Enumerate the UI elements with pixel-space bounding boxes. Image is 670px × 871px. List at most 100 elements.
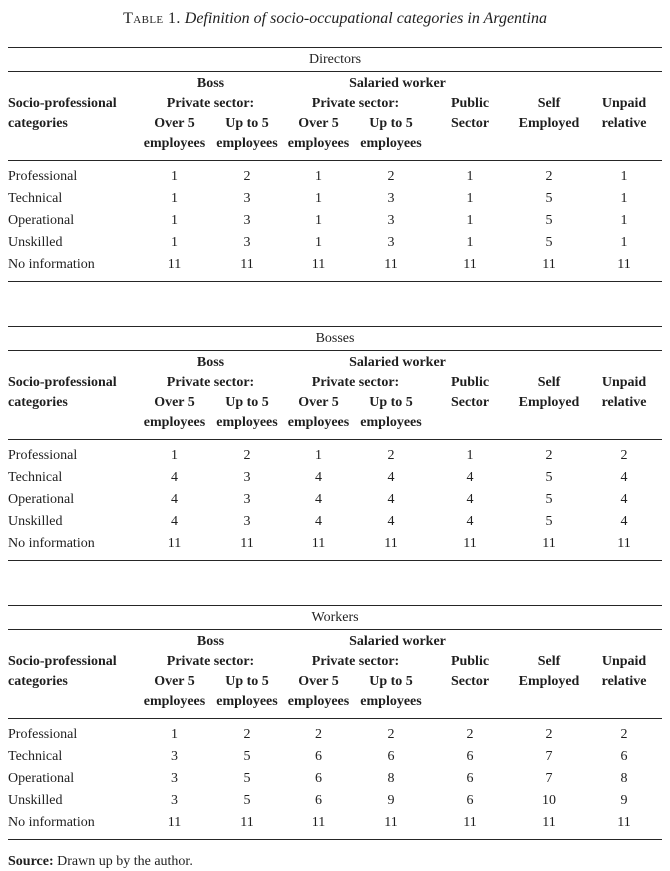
value-cell: 1 — [620, 235, 628, 250]
table-row: Unskilled 1 3 1 3 1 5 1 — [8, 232, 662, 254]
value-cell: 7 — [545, 771, 553, 786]
row-label: Operational — [8, 213, 75, 228]
value-cell: 11 — [463, 815, 477, 830]
value-cell: 11 — [240, 815, 254, 830]
column-header-row-1: Socio-professional Private sector: Priva… — [8, 373, 662, 393]
page-title: Table 1. Definition of socio-occupationa… — [8, 9, 662, 29]
stub-header-line1: Socio-professional — [8, 654, 117, 669]
salaried-over5-header: Over 5 — [298, 674, 339, 689]
table-row: Operational 4 3 4 4 4 5 4 — [8, 489, 662, 511]
value-cell: 5 — [545, 514, 553, 529]
row-label: Unskilled — [8, 793, 63, 808]
column-group-salaried-worker: Salaried worker — [349, 355, 446, 370]
boss-upto5-header: Up to 5 — [225, 116, 269, 131]
value-cell: 7 — [545, 749, 553, 764]
value-cell: 6 — [466, 793, 474, 808]
value-cell: 4 — [171, 470, 178, 485]
unpaid-relative-header-line2: relative — [601, 395, 647, 410]
boss-over5-header: Over 5 — [154, 395, 195, 410]
value-cell: 4 — [315, 492, 322, 507]
value-cell: 5 — [243, 771, 251, 786]
boss-upto5-header: Up to 5 — [225, 395, 269, 410]
self-employed-header-line2: Employed — [518, 395, 580, 410]
value-cell: 6 — [315, 749, 322, 764]
table-row: Professional 1 2 1 2 1 2 1 — [8, 161, 662, 189]
row-label: No information — [8, 815, 95, 830]
column-group-row: Boss Salaried worker — [8, 351, 662, 374]
value-cell: 2 — [545, 169, 553, 184]
row-label: Technical — [8, 749, 63, 764]
column-header-row-1: Socio-professional Private sector: Priva… — [8, 652, 662, 672]
value-cell: 5 — [545, 235, 553, 250]
row-label: Operational — [8, 771, 75, 786]
value-cell: 5 — [243, 793, 251, 808]
section-title: Bosses — [8, 326, 663, 351]
value-cell: 11 — [384, 257, 398, 272]
stub-header-line2: categories — [8, 116, 68, 131]
row-label: Unskilled — [8, 235, 63, 250]
row-label: Professional — [8, 727, 78, 742]
value-cell: 2 — [387, 169, 395, 184]
salaried-over5-header: Over 5 — [298, 116, 339, 131]
column-group-boss: Boss — [196, 76, 225, 91]
value-cell: 6 — [466, 771, 474, 786]
value-cell: 6 — [620, 749, 628, 764]
boss-upto5-header: Up to 5 — [225, 674, 269, 689]
value-cell: 1 — [171, 169, 178, 184]
table-row: Operational 1 3 1 3 1 5 1 — [8, 210, 662, 232]
employees-label: employees — [354, 413, 428, 440]
value-cell: 4 — [387, 470, 395, 485]
table-title-text: Definition of socio-occupational categor… — [184, 10, 547, 27]
value-cell: 11 — [617, 815, 631, 830]
value-cell: 1 — [466, 235, 474, 250]
value-cell: 1 — [466, 169, 474, 184]
salaried-private-sector-header: Private sector: — [311, 96, 400, 111]
employees-label: employees — [283, 134, 354, 161]
section-header-row: Directors — [8, 47, 663, 72]
value-cell: 9 — [387, 793, 395, 808]
employees-label: employees — [283, 413, 354, 440]
column-header-row-2: categories Over 5 Up to 5 Over 5 Up to 5… — [8, 672, 662, 692]
boss-over5-header: Over 5 — [154, 116, 195, 131]
source-note: Source: Drawn up by the author. — [8, 853, 662, 871]
employees-label: employees — [211, 692, 283, 719]
public-sector-header-line2: Sector — [450, 395, 490, 410]
table-row: Technical 4 3 4 4 4 5 4 — [8, 467, 662, 489]
section-title: Workers — [8, 605, 663, 630]
value-cell: 4 — [387, 492, 395, 507]
value-cell: 2 — [387, 727, 395, 742]
employees-label: employees — [138, 692, 211, 719]
value-cell: 11 — [617, 257, 631, 272]
value-cell: 4 — [466, 470, 474, 485]
value-cell: 3 — [171, 749, 178, 764]
table-row: Professional 1 2 2 2 2 2 2 — [8, 719, 662, 747]
section-title: Directors — [8, 47, 663, 72]
value-cell: 5 — [545, 470, 553, 485]
value-cell: 2 — [545, 727, 553, 742]
value-cell: 1 — [466, 448, 474, 463]
value-cell: 8 — [620, 771, 628, 786]
value-cell: 1 — [315, 448, 322, 463]
value-cell: 2 — [620, 727, 628, 742]
value-cell: 6 — [315, 771, 322, 786]
column-header-row-2: categories Over 5 Up to 5 Over 5 Up to 5… — [8, 393, 662, 413]
salaried-upto5-header: Up to 5 — [369, 395, 413, 410]
value-cell: 2 — [466, 727, 474, 742]
value-cell: 11 — [311, 257, 326, 272]
row-label: Unskilled — [8, 514, 63, 529]
table-row: Technical 1 3 1 3 1 5 1 — [8, 188, 662, 210]
value-cell: 1 — [171, 191, 178, 206]
value-cell: 5 — [545, 492, 553, 507]
stub-header-line2: categories — [8, 395, 68, 410]
employees-label: employees — [138, 413, 211, 440]
value-cell: 4 — [315, 470, 322, 485]
column-group-boss: Boss — [196, 355, 225, 370]
salaried-private-sector-header: Private sector: — [311, 654, 400, 669]
value-cell: 10 — [542, 793, 556, 808]
row-label: Professional — [8, 448, 78, 463]
value-cell: 2 — [243, 727, 251, 742]
table-row: No information 11 11 11 11 11 11 11 — [8, 812, 662, 840]
boss-over5-header: Over 5 — [154, 674, 195, 689]
value-cell: 11 — [167, 257, 182, 272]
value-cell: 3 — [387, 191, 395, 206]
